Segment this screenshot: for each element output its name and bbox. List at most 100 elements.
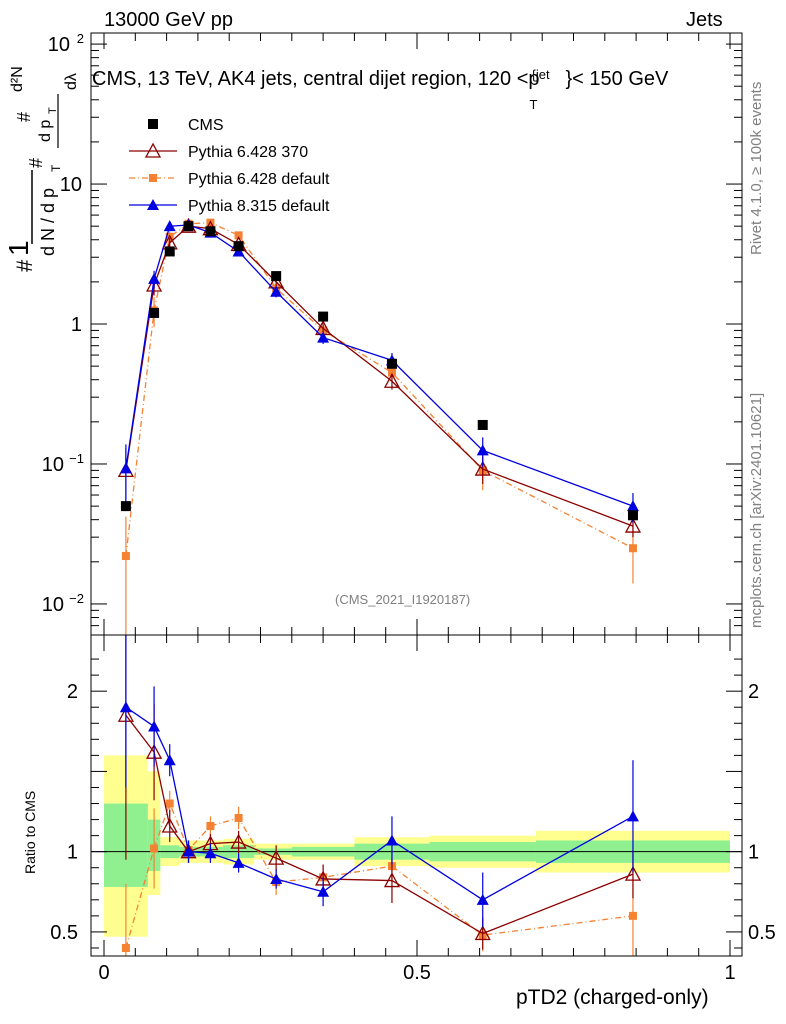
point-main-cms-4	[205, 226, 216, 237]
line-ratio-py6_370	[125, 714, 634, 935]
ytick-label-main-4: 10	[48, 34, 70, 56]
legend-marker-py8	[147, 199, 159, 210]
point-ratio-py6_370-5	[230, 833, 247, 849]
point-main-py6_370-1	[145, 276, 163, 292]
point-main-py8-0	[119, 462, 132, 474]
svg-text:#: #	[14, 112, 34, 122]
ytick-label-main-0: 10	[42, 594, 64, 616]
axes-frame: 10 −2 10 −1 1 10 10 2 0.5 0.5 1 1 2 2 0 0.5 1	[42, 31, 776, 984]
series-py8	[119, 218, 639, 928]
point-ratio-py8-9	[476, 893, 489, 905]
ytick-exp-main-0: −2	[69, 591, 84, 606]
line-main-py6_default	[125, 221, 634, 557]
point-ratio-py8-7	[317, 885, 330, 897]
point-main-py6_370-8	[383, 372, 401, 388]
point-ratio-py6_default-4	[206, 821, 215, 830]
ytick-label-main-3: 10	[60, 174, 82, 196]
legend-label-py6_370: Pythia 6.428 370	[188, 144, 308, 161]
data-series	[117, 217, 642, 956]
ytick-label-main-1: 10	[42, 454, 64, 476]
line-main-py6_370	[125, 225, 634, 527]
xtick-label-1: 0.5	[403, 962, 431, 984]
xtick-label-2: 1	[724, 962, 735, 984]
legend-marker-py6_default	[149, 174, 157, 182]
header-right: Jets	[686, 9, 723, 31]
point-main-py6_370-10	[624, 517, 642, 533]
legend-item-cms: CMS	[148, 117, 224, 134]
rivet-label: Rivet 4.1.0, ≥ 100k events	[748, 81, 765, 255]
title-end: }< 150 GeV	[565, 68, 669, 90]
legend-label-py8: Pythia 8.315 default	[188, 198, 330, 215]
svg-text:T: T	[47, 107, 59, 114]
title-main: CMS, 13 TeV, AK4 jets, central dijet reg…	[92, 68, 540, 90]
point-ratio-py8-4	[204, 847, 217, 859]
point-main-py6_default-0	[121, 552, 130, 561]
point-main-py6_370-9	[474, 460, 491, 476]
x-axis-title: pTD2 (charged-only)	[516, 986, 709, 1009]
point-main-py6_default-10	[628, 544, 637, 553]
ratio-y-label: Ratio to CMS	[22, 790, 38, 874]
mcplots-label: mcplots.cern.ch [arXiv:2401.10621]	[748, 392, 765, 628]
point-ratio-py6_default-1	[150, 844, 159, 853]
svg-text:T: T	[49, 164, 63, 172]
point-ratio-py8-1	[148, 720, 161, 732]
plot-title: CMS, 13 TeV, AK4 jets, central dijet reg…	[92, 67, 669, 112]
point-main-cms-1	[149, 307, 160, 318]
legend-item-py8: Pythia 8.315 default	[129, 198, 330, 215]
ratio-frame	[90, 634, 743, 957]
ratio-uncertainty-bands	[104, 755, 730, 937]
point-ratio-py6_370-6	[268, 849, 285, 865]
point-main-py8-7	[317, 331, 330, 343]
point-ratio-py6_default-2	[165, 799, 174, 808]
point-main-py6_default-8	[387, 368, 396, 377]
legend: CMS Pythia 6.428 370 Pythia 6.428 default P…	[129, 117, 330, 215]
series-cms	[120, 221, 638, 521]
ytick-label-ratio-right-2: 2	[748, 681, 759, 703]
point-main-cms-8	[386, 358, 397, 369]
svg-text:#: #	[26, 158, 46, 168]
point-main-py8-6	[270, 285, 283, 297]
point-main-cms-9	[477, 419, 488, 430]
point-main-cms-5	[233, 241, 244, 252]
ytick-label-ratio-left-2: 2	[67, 681, 78, 703]
point-ratio-py8-6	[270, 872, 283, 884]
title-superscript: {jet	[531, 67, 550, 82]
point-main-cms-7	[318, 311, 329, 322]
svg-text:1: 1	[3, 240, 34, 256]
legend-item-py6_default: Pythia 6.428 default	[129, 171, 330, 188]
point-ratio-py8-0	[119, 701, 132, 713]
point-main-cms-10	[627, 510, 638, 521]
point-main-py8-2	[163, 220, 176, 232]
point-main-cms-2	[164, 246, 175, 257]
point-main-py8-1	[148, 272, 161, 284]
point-ratio-py6_default-5	[234, 813, 243, 822]
legend-label-cms: CMS	[188, 117, 224, 134]
point-ratio-py6_370-8	[383, 872, 401, 888]
svg-text:d N / d p: d N / d p	[38, 188, 58, 256]
line-main-py8	[125, 224, 634, 507]
legend-label-py6_default: Pythia 6.428 default	[188, 171, 330, 188]
point-ratio-py8-2	[163, 754, 176, 766]
legend-marker-py6_370	[144, 142, 162, 158]
title-subscript: T	[529, 97, 538, 112]
point-main-cms-6	[271, 271, 282, 282]
ytick-label-ratio-right-1: 1	[748, 842, 759, 864]
point-ratio-py6_370-2	[161, 817, 178, 833]
svg-text:#: #	[12, 259, 37, 272]
point-ratio-py6_370-9	[474, 925, 491, 941]
svg-text:d p: d p	[37, 120, 54, 142]
xtick-label-0: 0	[98, 962, 109, 984]
ytick-label-main-2: 1	[71, 314, 82, 336]
header-left: 13000 GeV pp	[104, 9, 233, 31]
point-ratio-py8-3	[182, 845, 195, 857]
svg-text:dλ: dλ	[63, 73, 80, 90]
point-ratio-py8-10	[626, 810, 639, 822]
ytick-exp-main-1: −1	[69, 451, 84, 466]
line-ratio-py6_default	[125, 801, 634, 949]
point-main-cms-0	[120, 501, 131, 512]
point-ratio-py8-8	[385, 834, 398, 846]
ytick-label-ratio-right-0: 0.5	[748, 922, 776, 944]
point-main-py8-10	[626, 500, 639, 512]
ytick-exp-main-4: 2	[77, 31, 84, 46]
